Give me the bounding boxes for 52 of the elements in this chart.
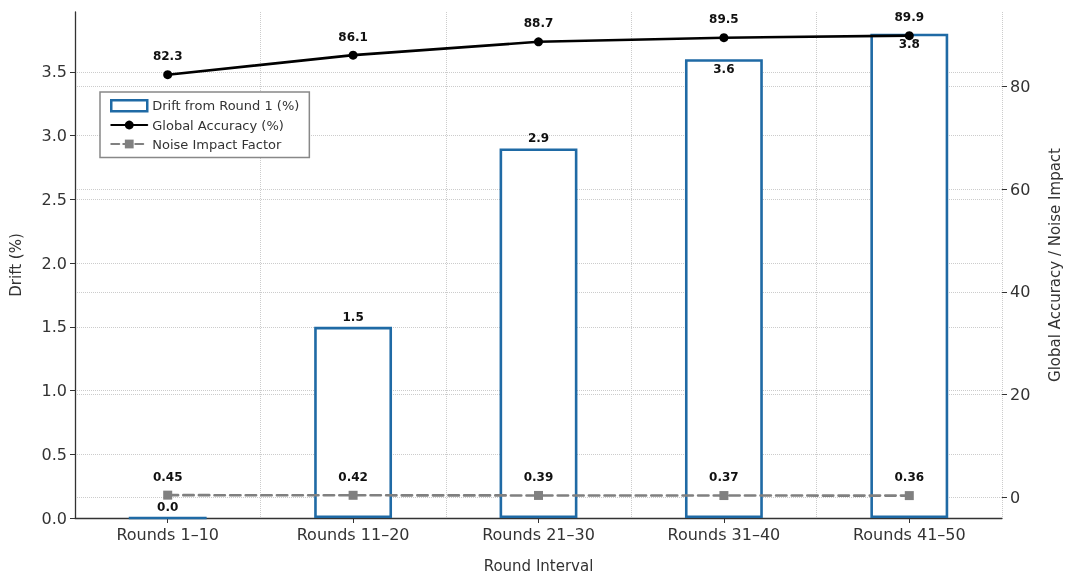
data-label: 82.3 <box>152 49 183 64</box>
y-tick-label: 0.0 <box>41 508 67 528</box>
point <box>534 37 543 47</box>
y-tick-label: 1.0 <box>41 381 67 401</box>
x-tick-label: Rounds 1–10 <box>116 524 219 544</box>
data-label: 2.9 <box>527 131 550 146</box>
y-tick-label: 2.0 <box>41 253 67 273</box>
legend-label: Drift from Round 1 (%) <box>152 98 300 114</box>
y2-tick-label: 60 <box>1010 179 1031 199</box>
point <box>163 490 173 500</box>
point <box>719 33 729 43</box>
data-label: 3.8 <box>898 36 920 51</box>
x-tick-label: Rounds 11–20 <box>296 524 410 544</box>
data-label: 1.5 <box>342 309 364 324</box>
x-tick-label: Rounds 41–50 <box>852 524 966 544</box>
data-label: 86.1 <box>338 29 368 44</box>
x-tick-label: Rounds 31–40 <box>667 524 781 544</box>
bar <box>870 33 949 518</box>
y-tick-label: 2.5 <box>41 189 67 209</box>
legend-label: Global Accuracy (%) <box>152 117 284 133</box>
data-label: 3.6 <box>713 62 735 77</box>
point <box>904 491 914 501</box>
data-label: 89.9 <box>894 10 925 25</box>
x-axis-title: Round Interval <box>483 556 594 575</box>
y2-tick-label: 20 <box>1010 385 1031 405</box>
data-label: 0.37 <box>709 470 739 485</box>
point <box>163 70 173 80</box>
point <box>348 50 358 60</box>
data-label: 0.45 <box>152 469 183 484</box>
data-label: 0.0 <box>157 499 179 514</box>
bar <box>499 148 578 518</box>
y-tick-label: 3.0 <box>41 126 67 146</box>
bar <box>314 326 393 518</box>
bar <box>684 59 763 518</box>
data-label: 88.7 <box>523 16 554 31</box>
y-tick-label: 3.5 <box>41 62 67 82</box>
y-tick-label: 0.5 <box>41 444 67 464</box>
y2-axis-title: Global Accuracy / Noise Impact <box>1045 147 1064 382</box>
y2-tick-label: 40 <box>1010 282 1031 302</box>
point <box>348 490 358 500</box>
data-label: 0.42 <box>338 469 368 484</box>
legend-label: Noise Impact Factor <box>152 136 282 152</box>
y2-tick-label: 0 <box>1010 487 1021 507</box>
y-tick-label: 1.5 <box>41 317 67 337</box>
point <box>719 491 729 501</box>
y2-tick-label: 80 <box>1010 76 1031 96</box>
y-axis-title: Drift (%) <box>6 233 25 297</box>
data-label: 0.36 <box>894 470 925 485</box>
data-label: 89.5 <box>709 12 739 27</box>
x-tick-label: Rounds 21–30 <box>482 524 595 544</box>
data-label: 0.39 <box>523 469 554 484</box>
point <box>534 490 543 500</box>
